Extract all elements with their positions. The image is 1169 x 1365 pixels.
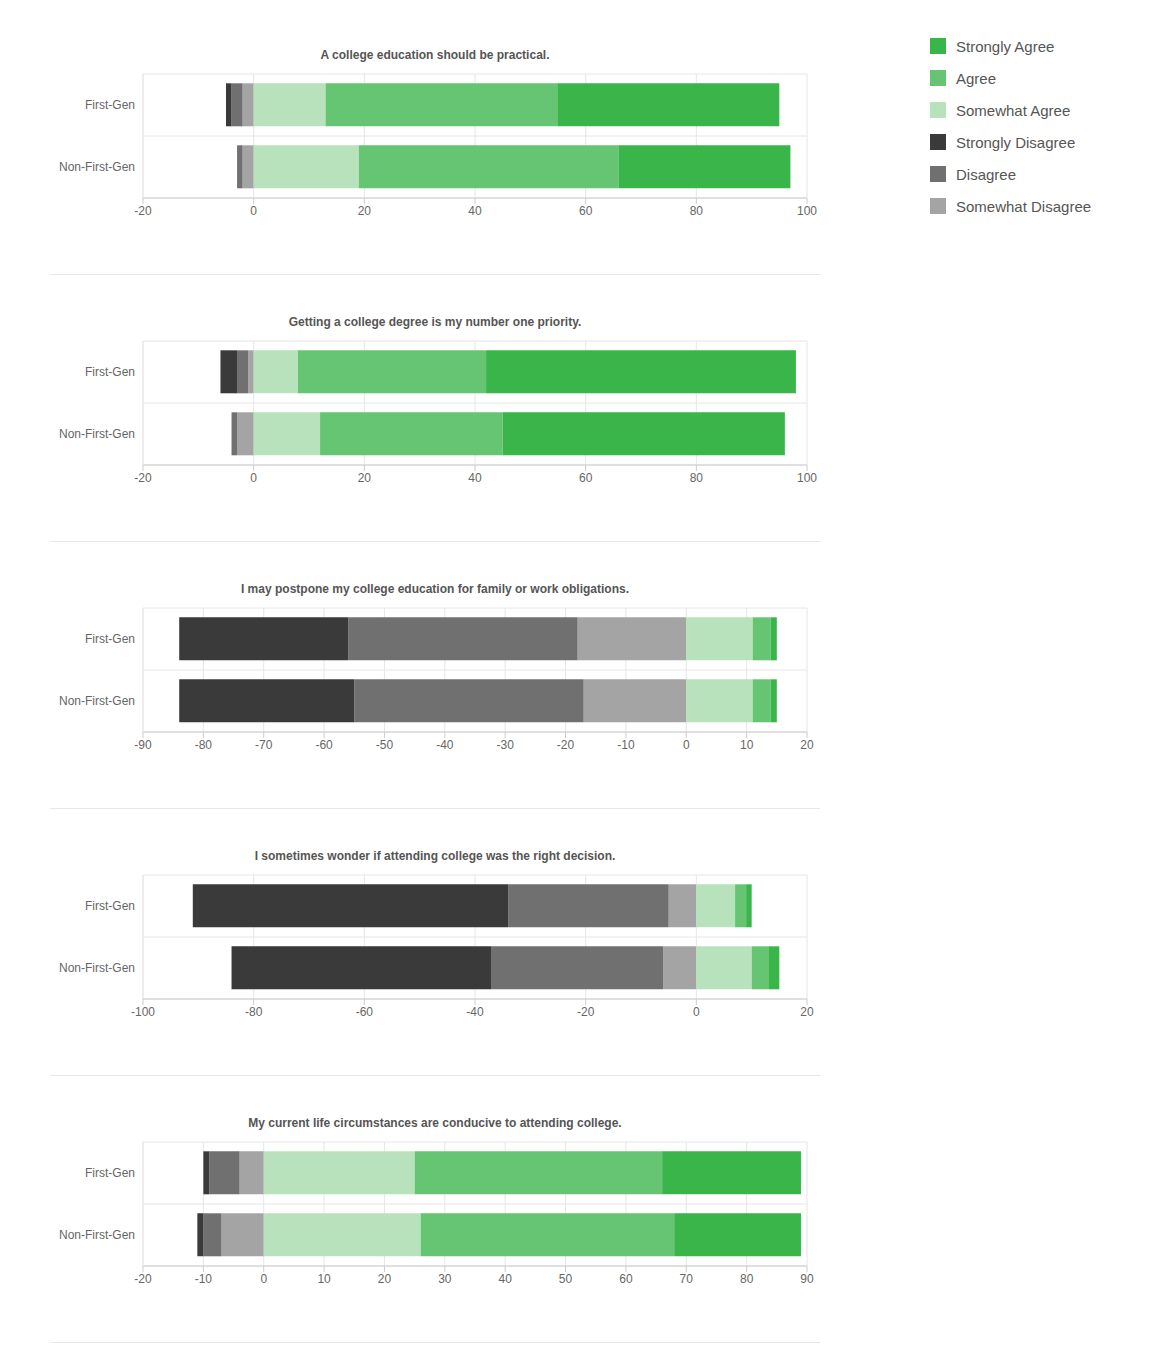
- svg-text:0: 0: [250, 204, 257, 218]
- html-text:Strongly Disagree: Strongly Disagree: [956, 133, 1076, 151]
- svg-text:-20: -20: [577, 1005, 595, 1019]
- svg-text:20: 20: [358, 204, 372, 218]
- svg-text:70: 70: [680, 1272, 694, 1286]
- svg-text:80: 80: [690, 204, 704, 218]
- html-text:Getting a college degree is my: Getting a college degree is my number on…: [288, 315, 582, 329]
- svg-text:80: 80: [690, 471, 704, 485]
- svg-text:60: 60: [579, 204, 593, 218]
- svg-text:20: 20: [378, 1272, 392, 1286]
- svg-text:20: 20: [800, 1005, 814, 1019]
- svg-text:60: 60: [619, 1272, 633, 1286]
- svg-text:10: 10: [317, 1272, 331, 1286]
- svg-text:-10: -10: [617, 738, 635, 752]
- svg-text:20: 20: [800, 738, 814, 752]
- svg-text:-20: -20: [134, 204, 152, 218]
- svg-text:20: 20: [358, 471, 372, 485]
- svg-text:Non-First-Gen: Non-First-Gen: [59, 427, 135, 441]
- svg-text:-40: -40: [466, 1005, 484, 1019]
- svg-text:-80: -80: [195, 738, 213, 752]
- svg-text:-70: -70: [255, 738, 273, 752]
- svg-text:Non-First-Gen: Non-First-Gen: [59, 1228, 135, 1242]
- svg-text:-20: -20: [134, 471, 152, 485]
- svg-text:40: 40: [499, 1272, 513, 1286]
- svg-text:0: 0: [250, 471, 257, 485]
- svg-text:80: 80: [740, 1272, 754, 1286]
- svg-text:Non-First-Gen: Non-First-Gen: [59, 694, 135, 708]
- svg-text:-60: -60: [356, 1005, 374, 1019]
- svg-text:First-Gen: First-Gen: [85, 632, 135, 646]
- html-text:Strongly Agree: Strongly Agree: [956, 37, 1055, 55]
- svg-text:100: 100: [797, 204, 817, 218]
- svg-text:-10: -10: [195, 1272, 213, 1286]
- html-text:Somewhat Agree: Somewhat Agree: [956, 101, 1071, 119]
- svg-text:First-Gen: First-Gen: [85, 899, 135, 913]
- svg-text:0: 0: [683, 738, 690, 752]
- svg-text:50: 50: [559, 1272, 573, 1286]
- svg-text:-80: -80: [245, 1005, 263, 1019]
- svg-text:-40: -40: [436, 738, 454, 752]
- svg-text:100: 100: [797, 471, 817, 485]
- svg-text:-60: -60: [315, 738, 333, 752]
- svg-text:0: 0: [260, 1272, 267, 1286]
- svg-text:0: 0: [693, 1005, 700, 1019]
- svg-text:-100: -100: [131, 1005, 155, 1019]
- svg-text:-20: -20: [557, 738, 575, 752]
- svg-text:-30: -30: [497, 738, 515, 752]
- svg-text:-50: -50: [376, 738, 394, 752]
- svg-text:First-Gen: First-Gen: [85, 1166, 135, 1180]
- svg-text:First-Gen: First-Gen: [85, 98, 135, 112]
- html-text:I may postpone my college educ: I may postpone my college education for …: [241, 582, 629, 596]
- svg-text:40: 40: [468, 204, 482, 218]
- html-text:Somewhat Disagree: Somewhat Disagree: [956, 197, 1092, 215]
- html-text:Disagree: Disagree: [956, 165, 1016, 183]
- svg-text:First-Gen: First-Gen: [85, 365, 135, 379]
- html-text:I sometimes wonder if attendin: I sometimes wonder if attending college …: [254, 849, 616, 863]
- svg-text:30: 30: [438, 1272, 452, 1286]
- svg-text:90: 90: [800, 1272, 814, 1286]
- svg-text:-20: -20: [134, 1272, 152, 1286]
- svg-text:40: 40: [468, 471, 482, 485]
- svg-text:Non-First-Gen: Non-First-Gen: [59, 961, 135, 975]
- svg-text:Non-First-Gen: Non-First-Gen: [59, 160, 135, 174]
- svg-text:10: 10: [740, 738, 754, 752]
- html-text:Agree: Agree: [956, 69, 996, 87]
- html-text:A college education should be: A college education should be practical.: [320, 48, 550, 62]
- svg-text:-90: -90: [134, 738, 152, 752]
- svg-text:60: 60: [579, 471, 593, 485]
- html-text:My current life circumstances: My current life circumstances are conduc…: [248, 1116, 622, 1130]
